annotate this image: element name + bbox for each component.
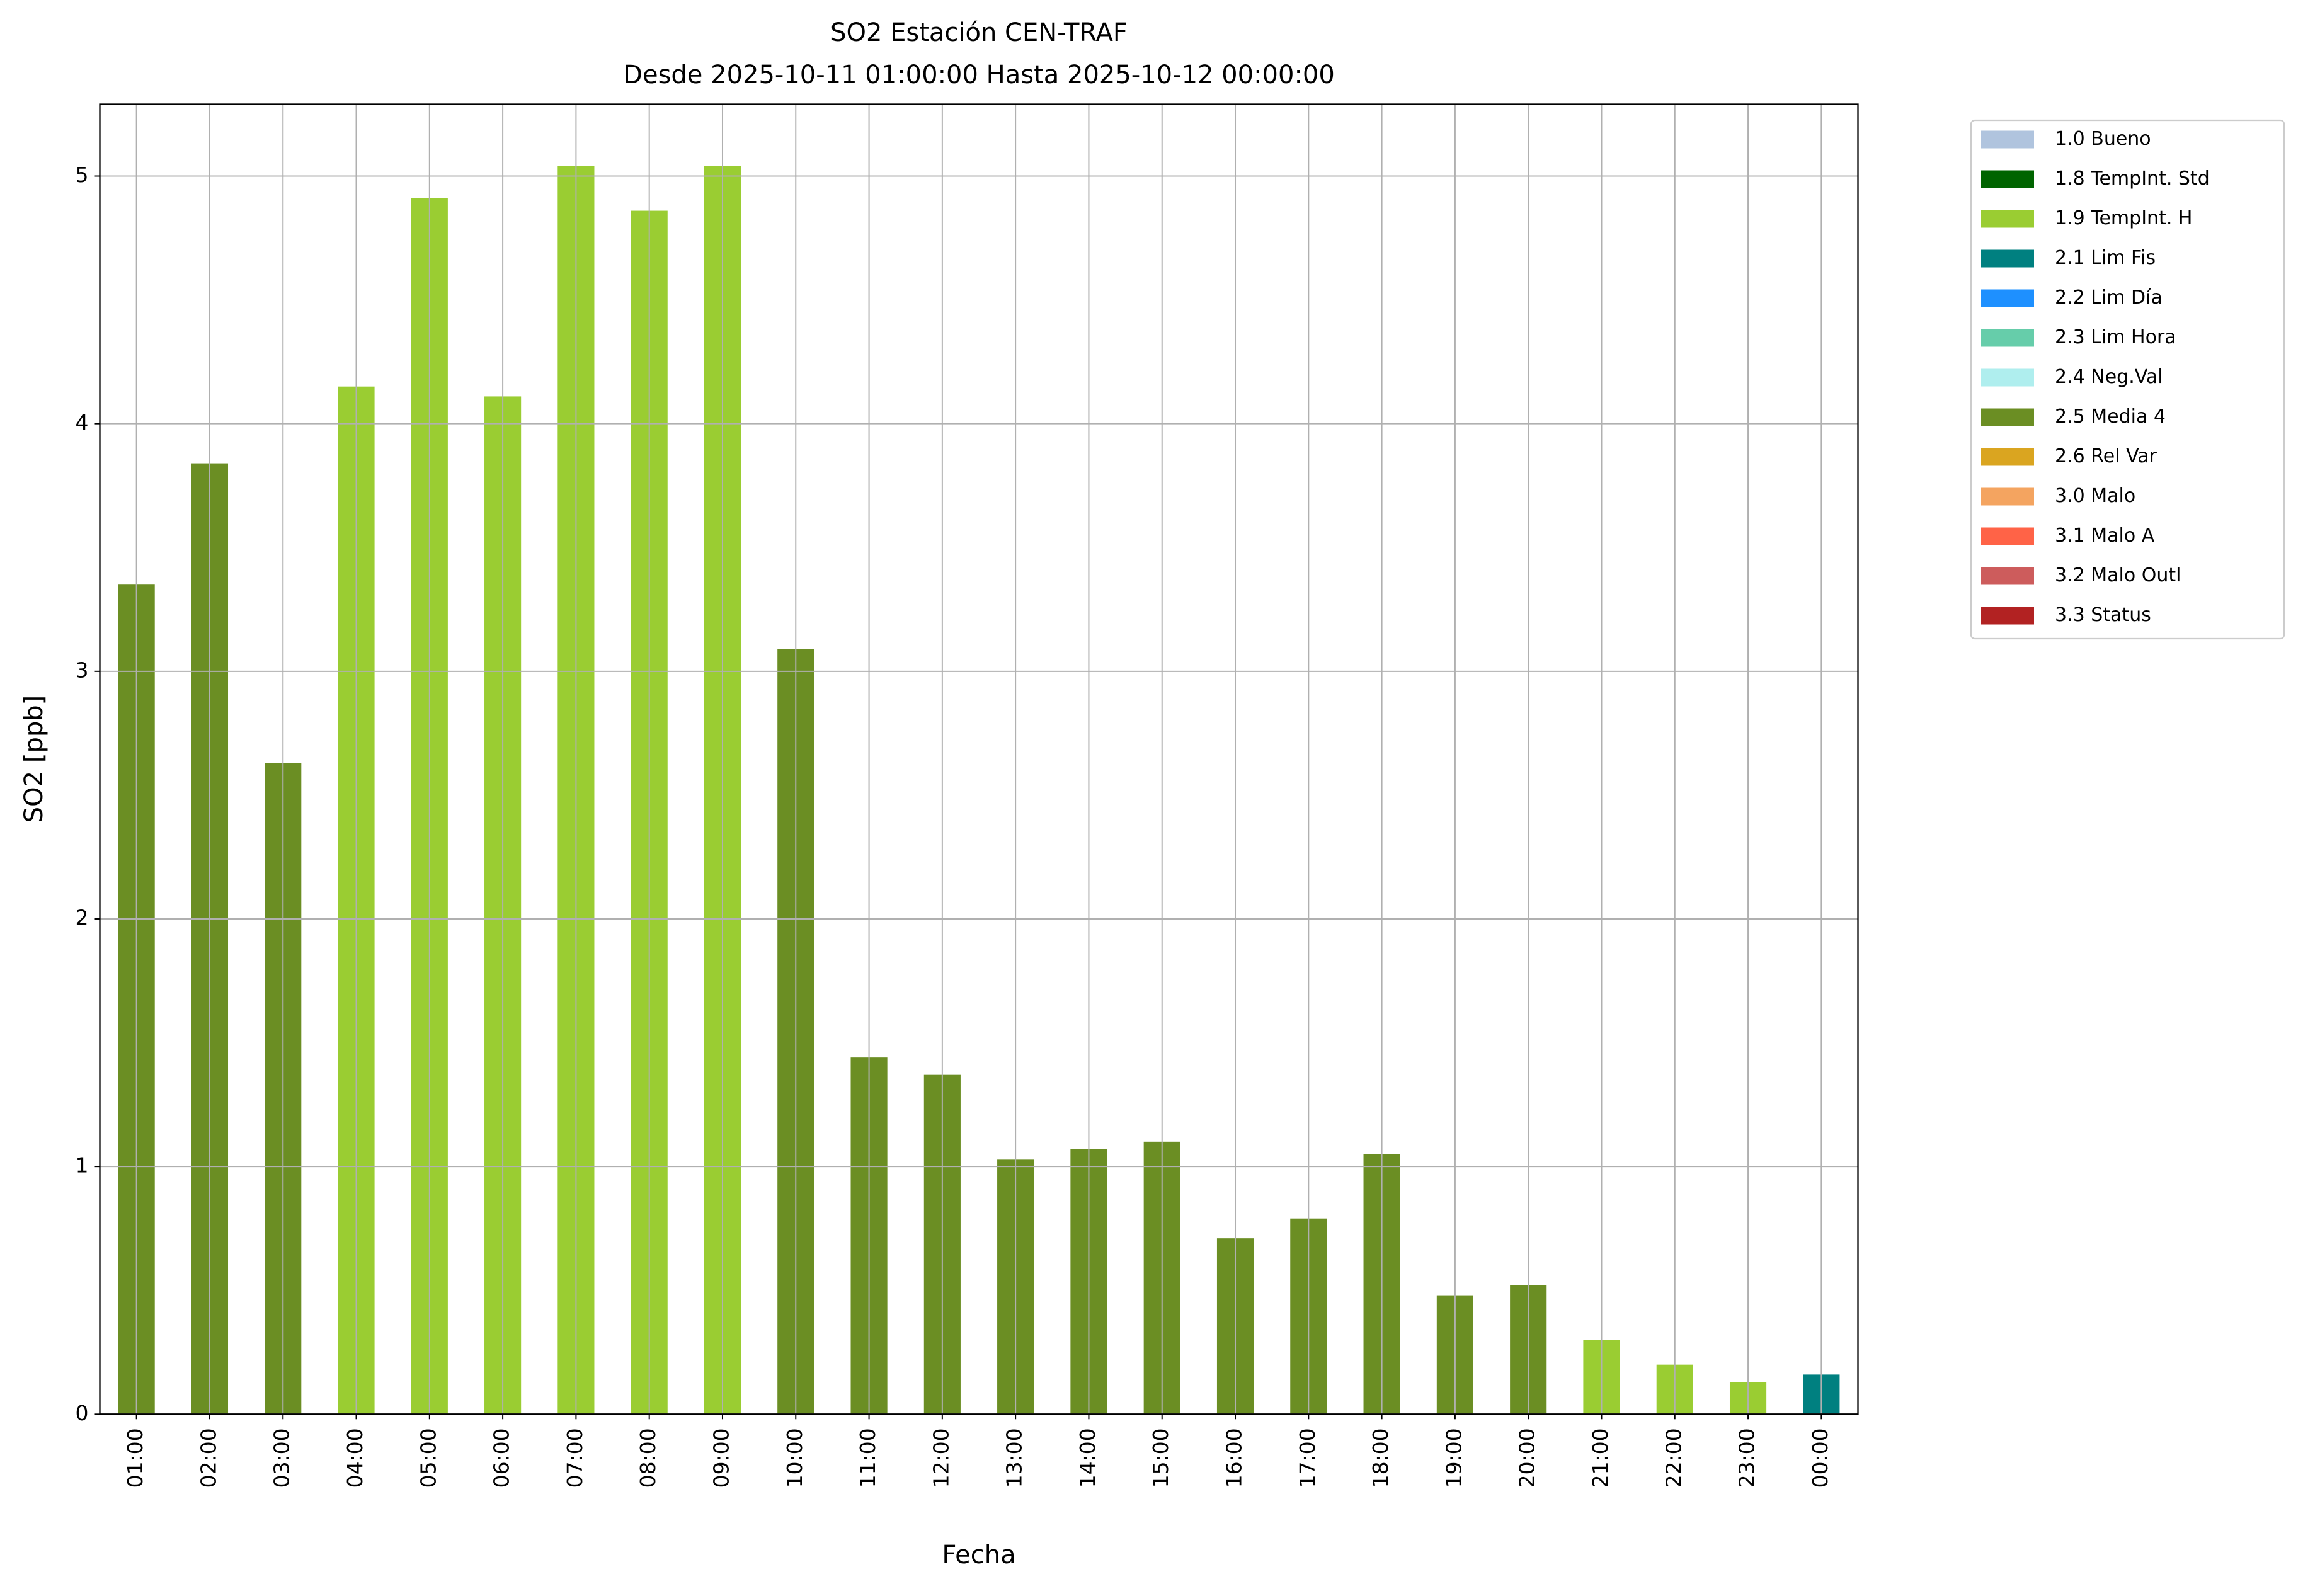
chart-subtitle: Desde 2025-10-11 01:00:00 Hasta 2025-10-… [623, 60, 1335, 89]
legend-label: 2.1 Lim Fis [2055, 247, 2156, 269]
x-tick-label: 22:00 [1661, 1428, 1686, 1488]
x-tick-label: 10:00 [782, 1428, 807, 1488]
x-tick-label: 04:00 [343, 1428, 367, 1488]
x-tick-label: 01:00 [123, 1428, 147, 1488]
legend-swatch [1981, 607, 2034, 625]
legend-label: 2.5 Media 4 [2055, 406, 2166, 428]
y-tick-label: 1 [76, 1153, 89, 1178]
x-tick-label: 20:00 [1515, 1428, 1540, 1488]
legend-swatch [1981, 567, 2034, 585]
legend-label: 1.9 TempInt. H [2055, 207, 2192, 229]
legend: 1.0 Bueno 1.8 TempInt. Std 1.9 TempInt. H 2… [1981, 128, 2210, 626]
x-tick-label: 21:00 [1588, 1428, 1613, 1488]
x-axis-label: Fecha [942, 1541, 1015, 1570]
x-tick-label: 13:00 [1002, 1428, 1027, 1488]
legend-label: 1.0 Bueno [2055, 128, 2151, 150]
legend-label: 3.3 Status [2055, 604, 2151, 626]
legend-label: 2.4 Neg.Val [2055, 366, 2163, 388]
chart-title: SO2 Estación CEN-TRAF [830, 18, 1128, 47]
x-tick-label: 07:00 [563, 1428, 587, 1488]
legend-label: 3.1 Malo A [2055, 525, 2155, 547]
legend-swatch [1981, 487, 2034, 506]
axes-frame [99, 103, 1859, 1415]
legend-swatch [1981, 170, 2034, 188]
legend-label: 3.2 Malo Outl [2055, 564, 2181, 586]
x-tick-label: 05:00 [416, 1428, 440, 1488]
x-tick-label: 06:00 [489, 1428, 514, 1488]
x-tick-label: 02:00 [196, 1428, 220, 1488]
x-tick-label: 16:00 [1222, 1428, 1247, 1488]
x-tick-label: 14:00 [1075, 1428, 1100, 1488]
legend-swatch [1981, 448, 2034, 466]
y-tick-label: 4 [76, 410, 89, 435]
legend-label: 2.3 Lim Hora [2055, 326, 2176, 348]
x-tick-label: 18:00 [1368, 1428, 1393, 1488]
x-tick-label: 12:00 [929, 1428, 953, 1488]
legend-swatch [1981, 210, 2034, 228]
x-tick-label: 03:00 [270, 1428, 294, 1488]
x-tick-label: 11:00 [855, 1428, 880, 1488]
x-tick-label: 19:00 [1441, 1428, 1466, 1488]
x-tick-label: 17:00 [1295, 1428, 1320, 1488]
legend-swatch [1981, 130, 2034, 149]
plot-area: 0 1 2 3 4 5 01:00 02:00 03:00 04:00 05:00 06:00 07:0… [76, 103, 1859, 1488]
legend-label: 2.2 Lim Día [2055, 287, 2163, 309]
legend-swatch [1981, 368, 2034, 387]
legend-swatch [1981, 249, 2034, 268]
legend-swatch [1981, 329, 2034, 347]
legend-swatch [1981, 289, 2034, 307]
y-tick-label: 5 [76, 162, 89, 187]
y-tick-label: 3 [76, 658, 89, 682]
x-tick-label: 23:00 [1735, 1428, 1759, 1488]
legend-label: 2.6 Rel Var [2055, 445, 2157, 467]
legend-label: 1.8 TempInt. Std [2055, 168, 2210, 190]
y-axis-label: SO2 [ppb] [20, 695, 49, 823]
y-tick-label: 2 [76, 905, 89, 930]
x-tick-label: 15:00 [1148, 1428, 1173, 1488]
x-tick-label: 09:00 [709, 1428, 733, 1488]
legend-box [1970, 119, 2285, 640]
x-tick-label: 00:00 [1808, 1428, 1832, 1488]
legend-swatch [1981, 527, 2034, 545]
legend-label: 3.0 Malo [2055, 485, 2135, 507]
legend-swatch [1981, 408, 2034, 426]
x-tick-label: 08:00 [636, 1428, 660, 1488]
y-tick-label: 0 [76, 1401, 89, 1425]
